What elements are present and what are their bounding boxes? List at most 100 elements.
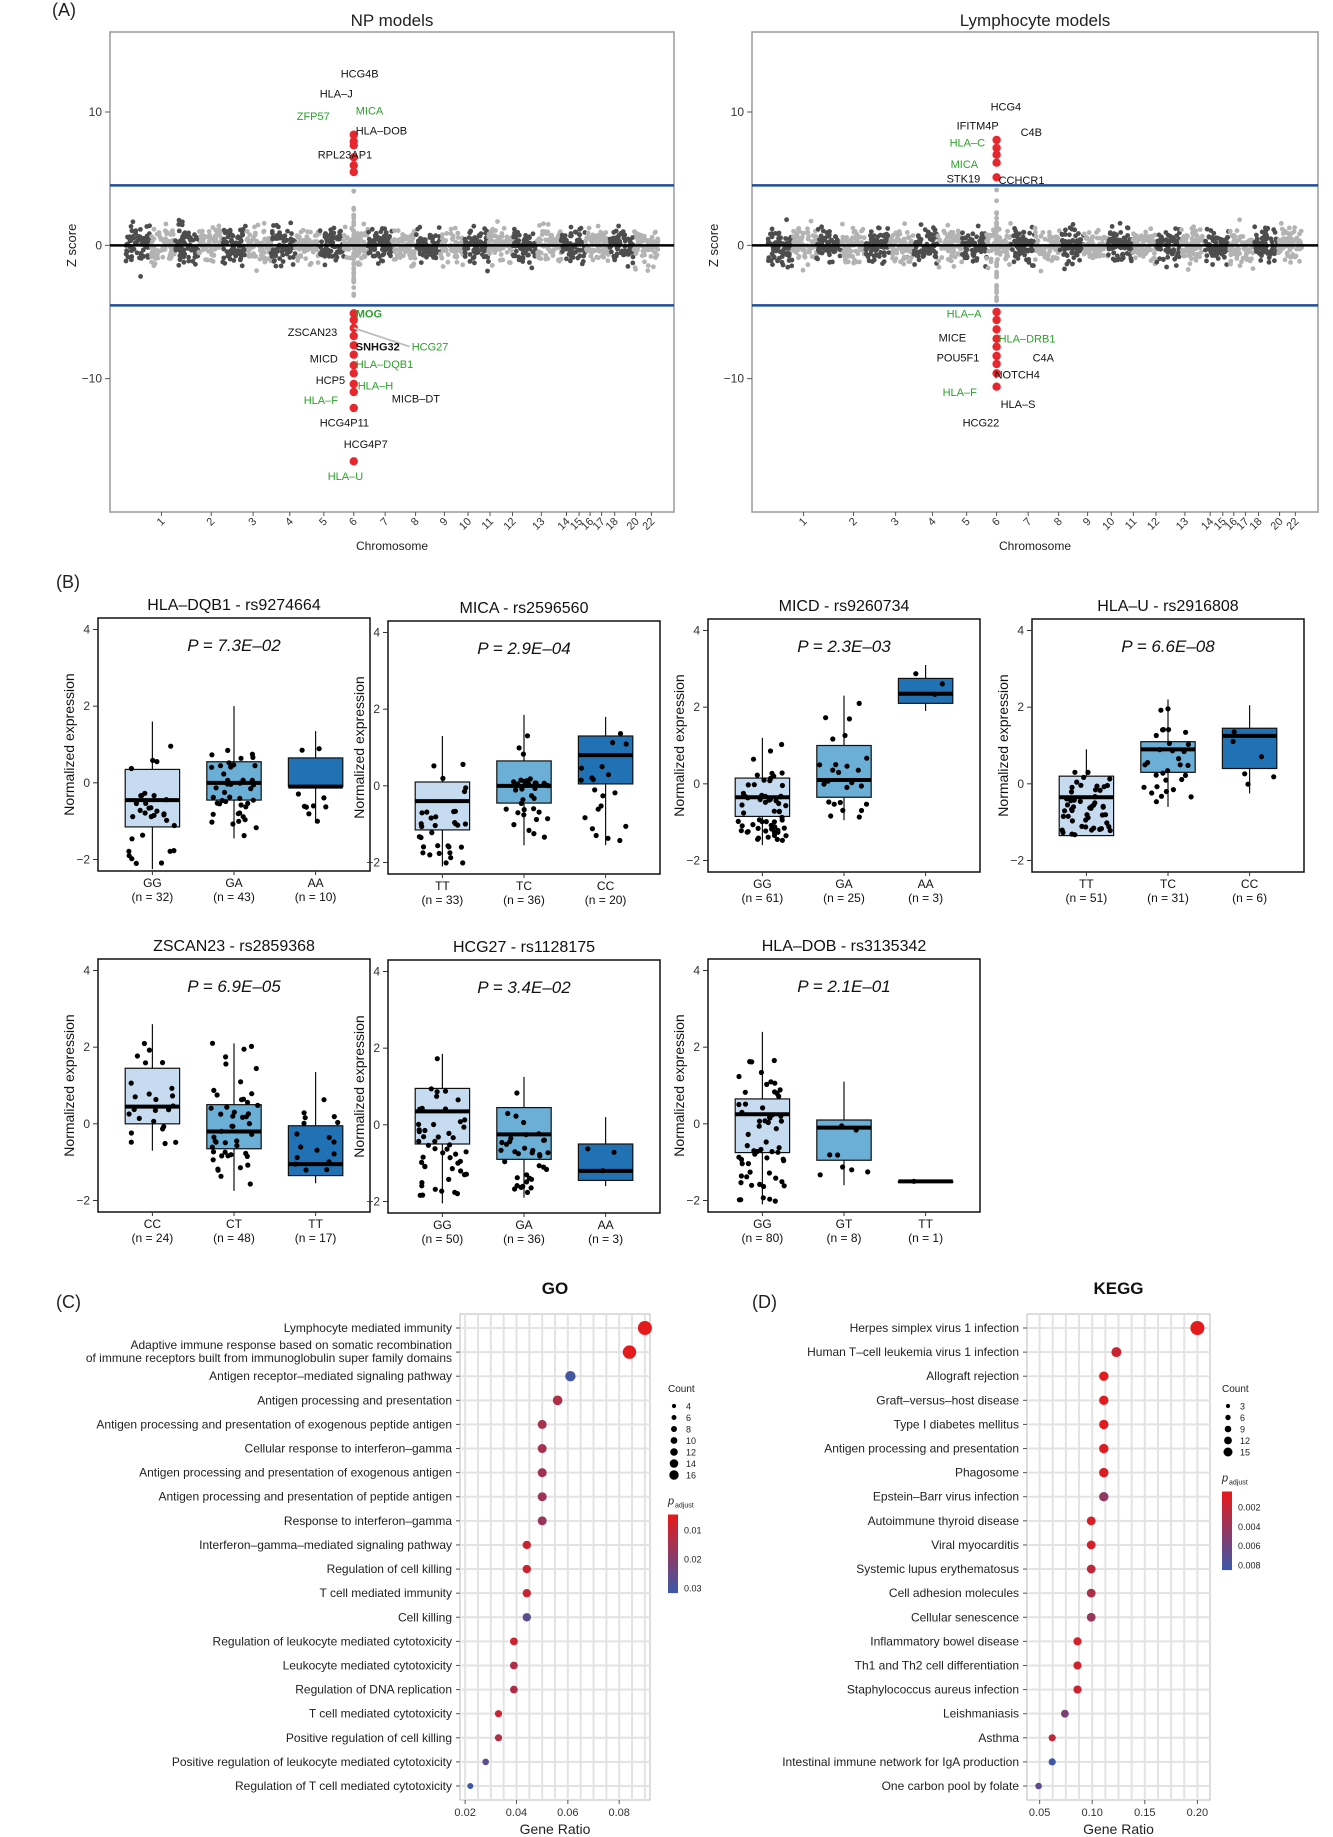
sample-point <box>776 1093 782 1099</box>
snp-point <box>1204 226 1210 232</box>
snp-point <box>377 254 382 259</box>
sample-point <box>760 1195 766 1201</box>
snp-point <box>905 235 911 241</box>
snp-point <box>1235 245 1241 251</box>
snp-point <box>351 270 357 275</box>
sample-point <box>1060 813 1066 820</box>
y-axis-label: Z score <box>706 224 721 267</box>
snp-point <box>645 268 651 273</box>
snp-point <box>351 285 357 290</box>
snp-point <box>1188 247 1193 252</box>
sample-point <box>592 787 598 793</box>
snp-point <box>1121 235 1127 241</box>
x-tick-label: 0.02 <box>454 1807 475 1819</box>
padj-legend-bar <box>1222 1503 1232 1508</box>
snp-point <box>653 255 658 260</box>
sample-point <box>250 782 257 788</box>
sample-point <box>781 1183 787 1189</box>
snp-point <box>516 232 522 238</box>
sample-size-label: (n = 25) <box>823 891 865 905</box>
snp-point <box>181 254 187 260</box>
dotplot-title: KEGG <box>1093 1279 1143 1298</box>
snp-point <box>616 223 621 229</box>
snp-point <box>412 255 418 261</box>
snp-point <box>1106 252 1111 258</box>
padj-legend-bar <box>1222 1506 1232 1511</box>
y-tick-label: 4 <box>83 964 90 978</box>
sample-point <box>617 731 624 737</box>
snp-point <box>1185 233 1190 239</box>
snp-point <box>341 232 347 238</box>
sample-point <box>777 1087 783 1093</box>
sample-point <box>128 1130 134 1136</box>
panel-label-a: (A) <box>52 0 76 20</box>
term-label: Antigen processing and presentation of e… <box>139 1466 452 1480</box>
count-legend-label: 6 <box>686 1413 691 1423</box>
sample-point <box>823 715 829 721</box>
term-dot <box>552 1395 563 1406</box>
sample-point <box>582 815 588 821</box>
snp-point <box>645 263 651 268</box>
sample-point <box>213 785 219 791</box>
snp-point <box>472 260 477 266</box>
sample-point <box>303 1167 309 1173</box>
sample-point <box>763 1139 769 1145</box>
snp-point <box>162 239 168 245</box>
snp-point <box>1026 239 1032 245</box>
snp-point <box>499 231 505 236</box>
sample-point <box>515 810 521 816</box>
box-body <box>897 677 954 704</box>
snp-point <box>641 233 647 239</box>
count-legend-label: 3 <box>1240 1402 1245 1412</box>
sample-point <box>171 822 177 829</box>
snp-point <box>994 236 1000 242</box>
snp-point <box>351 253 357 259</box>
sample-point <box>245 1162 251 1168</box>
snp-point <box>1163 230 1169 235</box>
sample-point <box>219 1153 225 1159</box>
snp-point <box>1062 232 1068 237</box>
snp-point <box>261 229 266 235</box>
snp-point <box>609 249 614 255</box>
snp-point <box>1269 239 1275 245</box>
sample-point <box>775 829 781 835</box>
snp-point <box>1191 251 1197 257</box>
sample-point <box>226 760 232 766</box>
snp-point <box>1294 235 1300 241</box>
snp-point <box>1211 230 1217 236</box>
padj-legend-bar <box>1222 1539 1232 1544</box>
snp-point <box>979 231 985 237</box>
snp-point <box>917 240 923 246</box>
snp-point <box>840 221 845 227</box>
snp-point <box>418 260 424 265</box>
snp-point <box>400 238 406 244</box>
snp-point <box>994 198 1000 204</box>
sample-point <box>306 811 312 817</box>
padj-legend-bar <box>668 1541 678 1546</box>
sample-point <box>781 825 787 831</box>
sample-point <box>762 1118 768 1124</box>
snp-point <box>906 259 912 264</box>
snp-point <box>395 228 401 234</box>
snp-point <box>445 252 451 257</box>
gene-label: HLA–F <box>304 395 339 407</box>
sample-point <box>516 745 522 751</box>
sample-size-label: (n = 24) <box>132 1231 174 1245</box>
term-label: Cell killing <box>398 1610 452 1624</box>
snp-point <box>176 239 182 245</box>
snp-point <box>152 261 158 267</box>
snp-point <box>351 278 357 284</box>
snp-point <box>577 253 583 259</box>
snp-point <box>186 254 192 260</box>
snp-point <box>618 230 624 236</box>
gene-label: HLA–S <box>1001 399 1036 411</box>
snp-point <box>800 247 805 253</box>
sample-point <box>443 860 449 866</box>
snp-point <box>935 233 941 239</box>
sample-point <box>294 1154 300 1161</box>
snp-point <box>1213 235 1219 241</box>
snp-point <box>851 229 857 235</box>
term-label: Cellular response to interferon–gamma <box>245 1442 453 1456</box>
term-label: One carbon pool by folate <box>882 1779 1020 1793</box>
count-legend-dot <box>669 1470 679 1480</box>
